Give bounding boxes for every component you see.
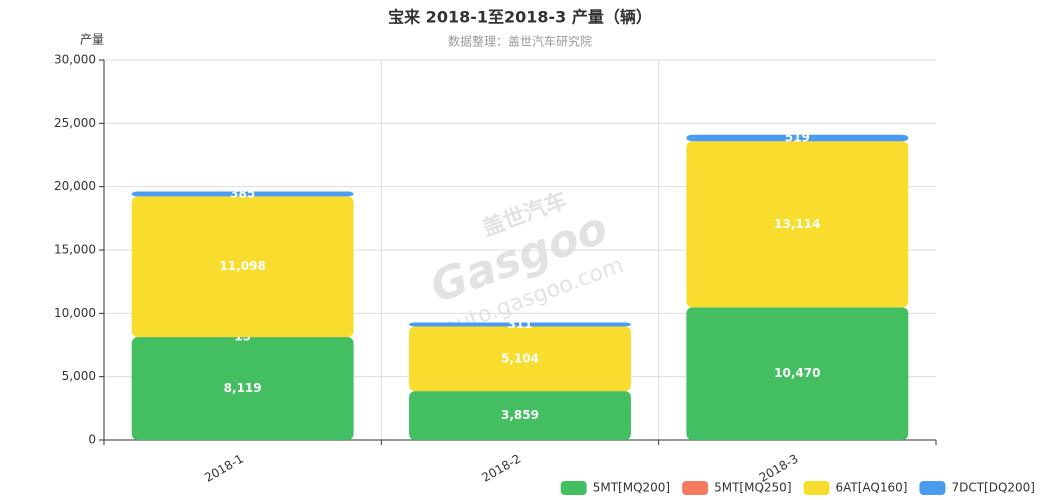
bar-segment [131,196,354,337]
legend-label: 5MT[MQ200] [593,481,670,495]
legend-label: 7DCT[DQ200] [951,481,1035,495]
chart-title: 宝来 2018-1至2018-3 产量（辆） [388,8,652,27]
y-tick-label: 25,000 [54,116,96,130]
legend-swatch [919,481,946,495]
x-tick-label: 2018-1 [202,452,246,485]
y-tick-label: 20,000 [54,179,96,193]
value-label: 10,470 [774,366,820,380]
value-label: 519 [785,130,810,144]
value-label: 3,859 [501,408,539,422]
value-label: 385 [230,186,255,200]
bar-segment [409,322,631,327]
bar-segment [409,326,631,392]
y-tick-label: 15,000 [54,243,96,257]
value-label: 5,104 [501,351,539,365]
value-label: 11,098 [220,259,266,273]
value-label: 311 [507,317,532,331]
legend-label: 5MT[MQ250] [714,481,791,495]
legend-swatch [682,481,709,495]
bar-segment [409,391,631,440]
legend-label: 6AT[AQ160] [836,481,908,495]
bar-segment [131,337,354,440]
y-tick-label: 0 [88,433,96,447]
legend-swatch [803,481,830,495]
value-label: 13,114 [774,217,820,231]
value-label: 8,119 [224,381,262,395]
bar-segment [686,307,909,440]
y-axis-label: 产量 [80,33,104,47]
y-tick-label: 5,000 [62,369,96,383]
y-tick-label: 10,000 [54,306,96,320]
chart-subtitle: 数据整理：盖世汽车研究院 [448,34,592,49]
legend-swatch [560,481,587,495]
bar-segment [686,134,909,142]
x-tick-label: 2018-2 [479,452,523,485]
bar-segment [686,141,909,308]
bar-segment [131,191,354,197]
y-tick-label: 30,000 [54,53,96,67]
